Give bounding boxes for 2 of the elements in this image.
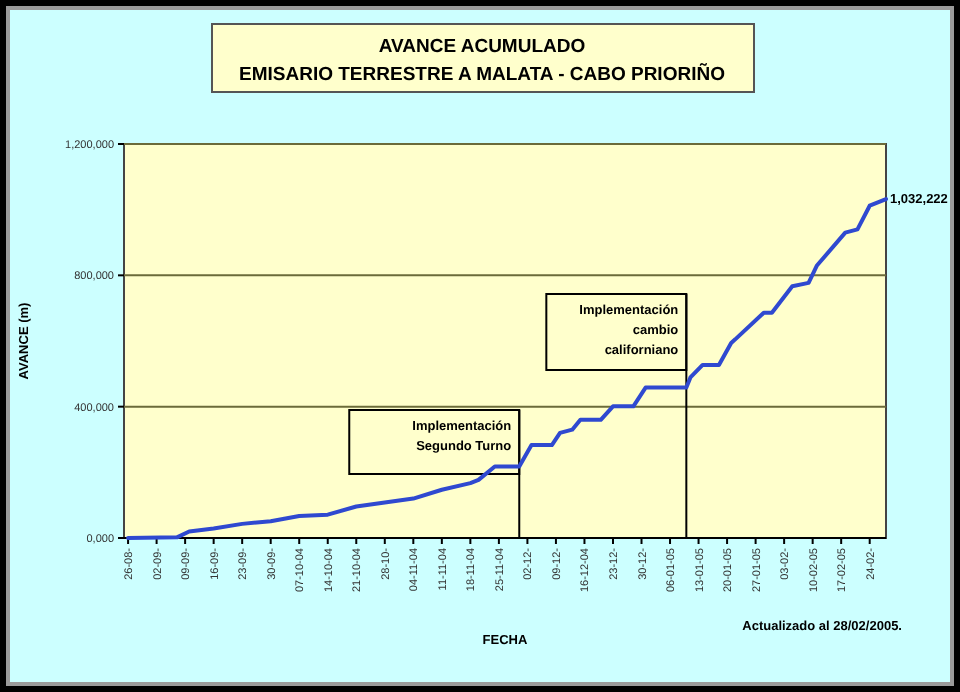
chart-subtitle: EMISARIO TERRESTRE A MALATA - CABO PRIORIÑO xyxy=(239,62,725,86)
chart-title: AVANCE ACUMULADO xyxy=(378,36,586,58)
